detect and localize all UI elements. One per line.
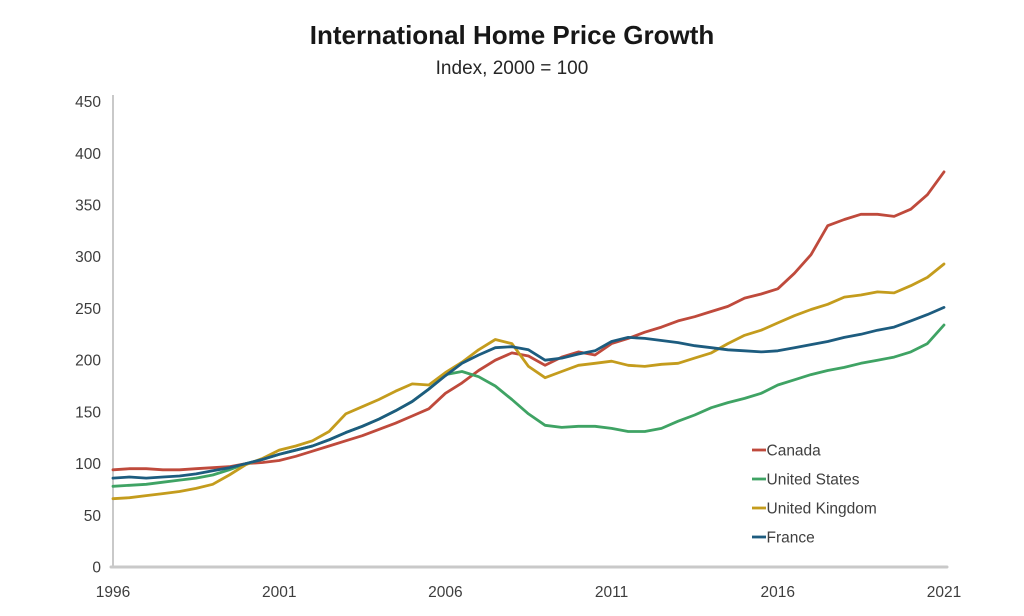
legend-item-france: France — [752, 530, 815, 547]
x-tick-label: 2016 — [761, 584, 795, 601]
y-tick-label: 100 — [75, 456, 101, 473]
y-tick-label: 250 — [75, 301, 101, 318]
series-line-france — [111, 305, 946, 480]
x-tick-label: 1996 — [96, 584, 130, 601]
chart-subtitle: Index, 2000 = 100 — [435, 58, 589, 79]
y-tick-label: 150 — [75, 404, 101, 421]
legend-item-united-states: United States — [752, 472, 860, 489]
y-tick-label: 0 — [92, 560, 101, 577]
legend-item-canada: Canada — [752, 443, 821, 460]
legend: Canada United States United Kingdom France — [752, 443, 877, 547]
legend-item-united-kingdom: United Kingdom — [752, 501, 877, 518]
series-line-canada — [111, 170, 946, 472]
legend-label-france: France — [767, 530, 815, 547]
x-tick-label: 2011 — [595, 584, 628, 601]
y-tick-label: 50 — [84, 508, 102, 525]
series-line-united-kingdom — [111, 262, 946, 501]
y-tick-label: 400 — [75, 146, 101, 163]
legend-label-united-states: United States — [767, 472, 860, 489]
x-tick-label: 2001 — [262, 584, 296, 601]
x-tick-label: 2021 — [927, 584, 961, 601]
x-tick-label: 2006 — [428, 584, 462, 601]
legend-label-united-kingdom: United Kingdom — [767, 501, 877, 518]
y-tick-label: 350 — [75, 198, 101, 215]
y-tick-label: 450 — [75, 94, 101, 111]
legend-label-canada: Canada — [767, 443, 822, 460]
y-tick-label: 200 — [75, 353, 101, 370]
chart-title: International Home Price Growth — [309, 20, 715, 50]
y-tick-label: 300 — [75, 249, 101, 266]
